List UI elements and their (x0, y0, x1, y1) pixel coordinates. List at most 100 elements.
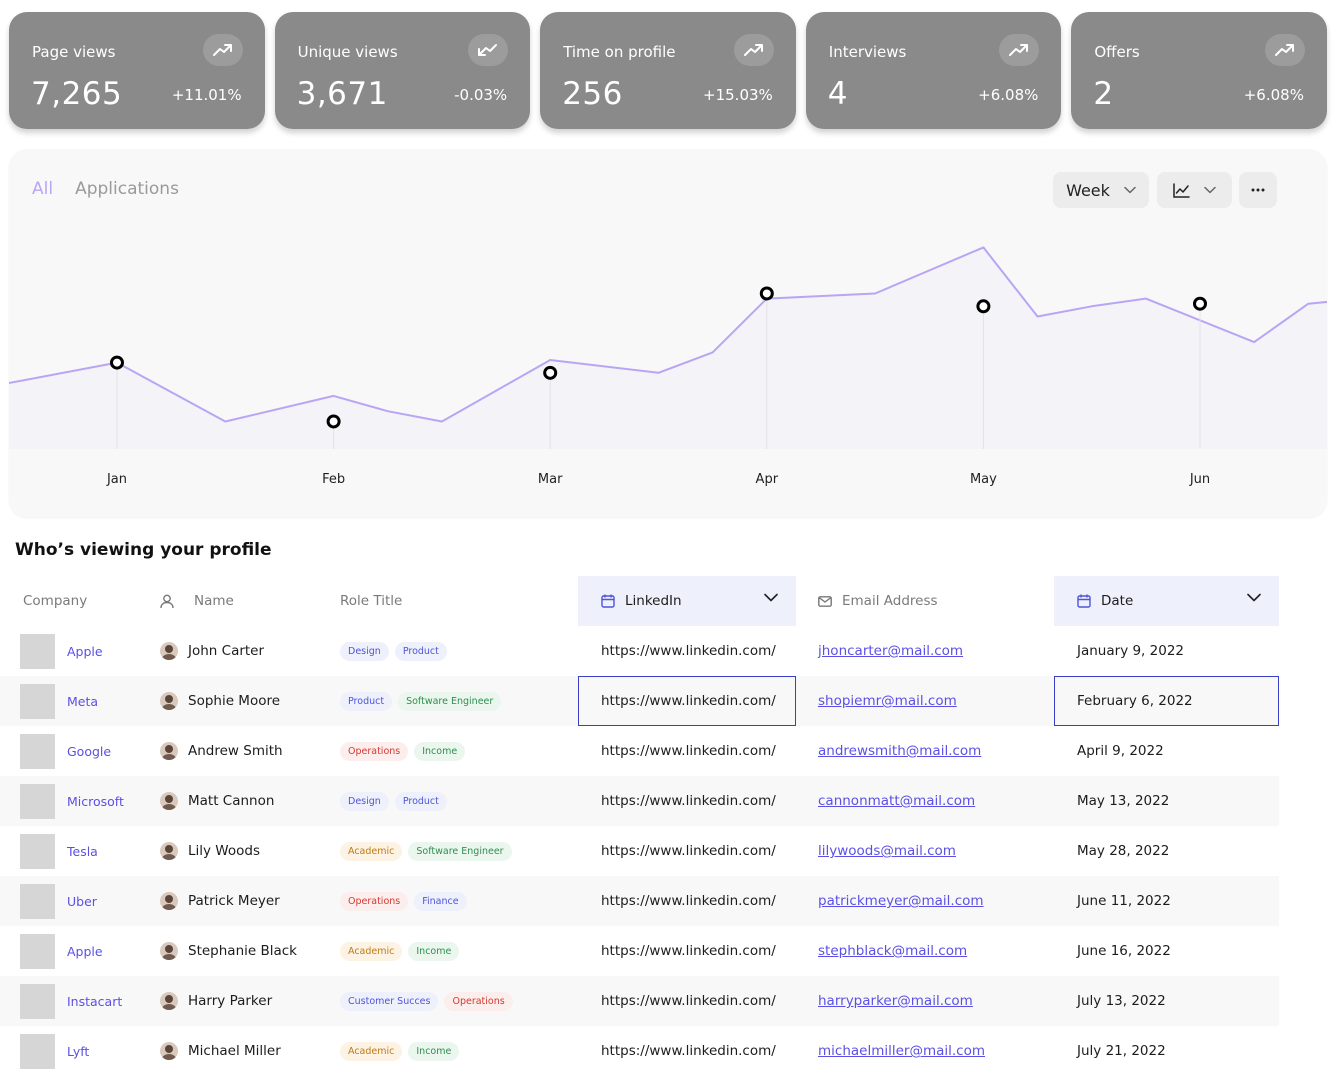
stat-card-time-on-profile[interactable]: Time on profile 256 +15.03% (540, 12, 796, 129)
stat-card-interviews[interactable]: Interviews 4 +6.08% (805, 12, 1062, 129)
stat-change: -0.03% (454, 86, 508, 104)
date-cell[interactable]: May 13, 2022 (1054, 776, 1279, 826)
linkedin-url: https://www.linkedin.com/ (601, 643, 776, 659)
date-cell[interactable]: July 13, 2022 (1054, 976, 1279, 1026)
date-cell[interactable]: April 9, 2022 (1054, 726, 1279, 776)
company-name[interactable]: Instacart (67, 993, 123, 1009)
table-row[interactable]: Google Andrew Smith Operations Income htt… (0, 726, 1279, 776)
company-logo (20, 883, 55, 919)
date-cell[interactable]: February 6, 2022 (1054, 676, 1279, 726)
column-header-date[interactable]: Date (1054, 576, 1279, 626)
data-point-marker[interactable] (543, 365, 558, 380)
company-name[interactable]: Apple (67, 943, 103, 959)
email-cell: shopiemr@mail.com (796, 676, 1054, 726)
company-name[interactable]: Tesla (67, 843, 98, 859)
data-point-marker[interactable] (110, 355, 124, 370)
date-cell[interactable]: May 28, 2022 (1054, 826, 1279, 876)
more-button[interactable] (1239, 172, 1277, 208)
linkedin-cell[interactable]: https://www.linkedin.com/ (578, 626, 796, 676)
email-link[interactable]: stephblack@mail.com (818, 943, 968, 959)
table-row[interactable]: Meta Sophie Moore Product Software Engine… (0, 676, 1279, 726)
stat-card-page-views[interactable]: Page views 7,265 +11.01% (9, 12, 265, 129)
company-name[interactable]: Lyft (67, 1043, 90, 1059)
email-cell: andrewsmith@mail.com (796, 726, 1054, 776)
chevron-down-icon[interactable] (1247, 593, 1261, 602)
stat-card-unique-views[interactable]: Unique views 3,671 -0.03% (274, 12, 531, 129)
column-header-role[interactable]: Role Title (340, 576, 578, 626)
company-logo (20, 833, 55, 869)
column-header-label: Role Title (340, 593, 403, 609)
linkedin-url: https://www.linkedin.com/ (601, 893, 776, 909)
email-link[interactable]: patrickmeyer@mail.com (818, 893, 984, 909)
column-header-linkedin[interactable]: LinkedIn (578, 576, 796, 626)
company-name[interactable]: Meta (67, 693, 99, 709)
role-tag: Academic (340, 941, 403, 961)
period-dropdown[interactable]: Week (1053, 172, 1149, 208)
company-cell: Google (0, 726, 138, 776)
table-row[interactable]: Tesla Lily Woods Academic Software Engine… (0, 826, 1279, 876)
date-cell[interactable]: January 9, 2022 (1054, 626, 1279, 676)
linkedin-url: https://www.linkedin.com/ (601, 843, 776, 859)
email-link[interactable]: harryparker@mail.com (818, 993, 973, 1009)
company-cell: Apple (0, 626, 138, 676)
company-name[interactable]: Uber (67, 893, 97, 909)
column-header-label: Name (194, 593, 234, 609)
table-row[interactable]: Lyft Michael Miller Academic Income https… (0, 1026, 1279, 1076)
company-name[interactable]: Google (67, 743, 112, 759)
chevron-down-icon[interactable] (764, 593, 778, 602)
role-tag: Income (408, 941, 460, 961)
company-name[interactable]: Microsoft (67, 793, 124, 809)
tab-all[interactable]: All (32, 179, 54, 199)
column-header-name[interactable]: Name (160, 576, 320, 626)
company-logo (20, 633, 55, 669)
role-cell: Operations Income (340, 726, 578, 776)
table-row[interactable]: Apple John Carter Design Product https://… (0, 626, 1279, 676)
chevron-down-icon (1124, 186, 1136, 194)
linkedin-cell[interactable]: https://www.linkedin.com/ (578, 776, 796, 826)
stat-card-offers[interactable]: Offers 2 +6.08% (1071, 12, 1327, 129)
linkedin-cell[interactable]: https://www.linkedin.com/ (578, 926, 796, 976)
date-cell[interactable]: June 11, 2022 (1054, 876, 1279, 926)
role-cell: Academic Software Engineer (340, 826, 578, 876)
stat-label: Offers (1094, 43, 1140, 61)
chevron-down-icon (1204, 186, 1216, 194)
date-value: April 9, 2022 (1077, 743, 1164, 759)
data-point-marker[interactable] (976, 299, 991, 314)
email-link[interactable]: michaelmiller@mail.com (818, 1043, 986, 1059)
linkedin-cell[interactable]: https://www.linkedin.com/ (578, 676, 796, 726)
data-point-marker[interactable] (1193, 296, 1207, 311)
data-point-marker[interactable] (326, 414, 341, 429)
role-tag: Operations (340, 741, 409, 761)
table-row[interactable]: Instacart Harry Parker Customer Succes Op… (0, 976, 1279, 1026)
column-header-company[interactable]: Company (0, 576, 138, 626)
stat-change: +6.08% (1243, 86, 1304, 104)
linkedin-cell[interactable]: https://www.linkedin.com/ (578, 1026, 796, 1076)
date-value: May 28, 2022 (1077, 843, 1170, 859)
email-link[interactable]: andrewsmith@mail.com (818, 743, 982, 759)
role-tag: Operations (444, 991, 513, 1011)
tab-applications[interactable]: Applications (75, 179, 179, 199)
linkedin-cell[interactable]: https://www.linkedin.com/ (578, 976, 796, 1026)
email-link[interactable]: lilywoods@mail.com (818, 843, 956, 859)
date-cell[interactable]: July 21, 2022 (1054, 1026, 1279, 1076)
table-row[interactable]: Uber Patrick Meyer Operations Finance htt… (0, 876, 1279, 926)
table-row[interactable]: Microsoft Matt Cannon Design Product http… (0, 776, 1279, 826)
email-cell: michaelmiller@mail.com (796, 1026, 1054, 1076)
linkedin-cell[interactable]: https://www.linkedin.com/ (578, 876, 796, 926)
date-cell[interactable]: June 16, 2022 (1054, 926, 1279, 976)
role-tag: Product (394, 791, 447, 811)
email-link[interactable]: shopiemr@mail.com (818, 693, 957, 709)
role-cell: Design Product (340, 626, 578, 676)
chart-type-dropdown[interactable] (1157, 172, 1232, 208)
linkedin-cell[interactable]: https://www.linkedin.com/ (578, 826, 796, 876)
company-cell: Microsoft (0, 776, 138, 826)
avatar (160, 842, 178, 860)
linkedin-cell[interactable]: https://www.linkedin.com/ (578, 726, 796, 776)
email-link[interactable]: cannonmatt@mail.com (818, 793, 976, 809)
column-header-email[interactable]: Email Address (796, 576, 1054, 626)
table-row[interactable]: Apple Stephanie Black Academic Income htt… (0, 926, 1279, 976)
data-point-marker[interactable] (759, 286, 774, 301)
company-name[interactable]: Apple (67, 643, 103, 659)
email-link[interactable]: jhoncarter@mail.com (818, 643, 964, 659)
trend-down-icon (468, 34, 509, 66)
